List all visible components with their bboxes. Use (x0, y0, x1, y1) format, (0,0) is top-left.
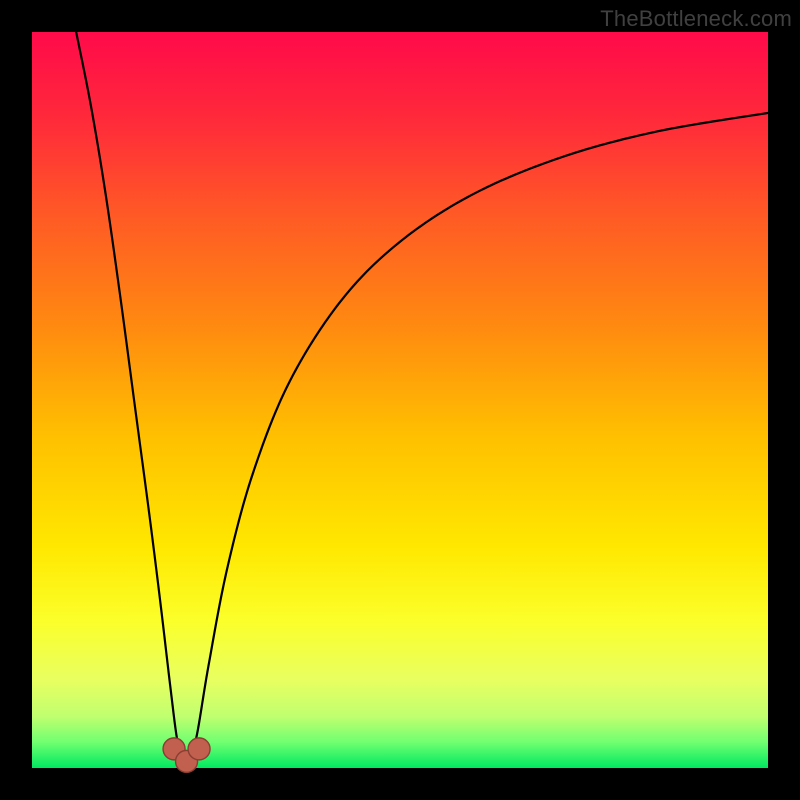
chart-frame (0, 0, 800, 800)
plot-area (32, 32, 768, 768)
optimum-marker-2 (188, 738, 210, 760)
chart-svg (0, 0, 800, 800)
watermark-link[interactable]: TheBottleneck.com (600, 6, 792, 32)
